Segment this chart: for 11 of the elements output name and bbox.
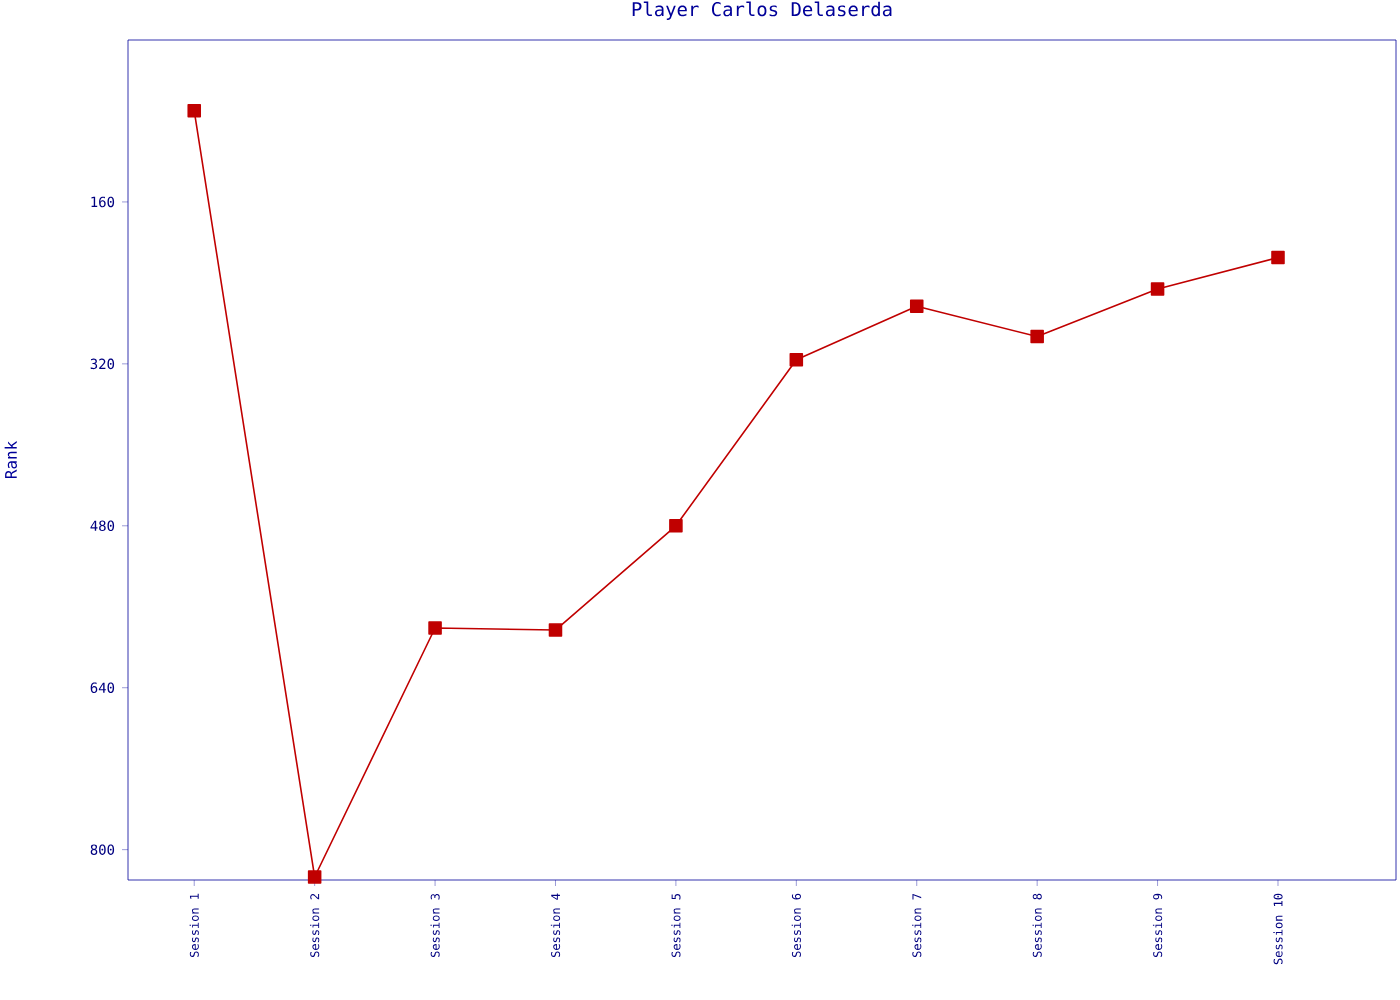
point — [909, 299, 924, 313]
point — [187, 104, 202, 118]
point — [428, 621, 442, 635]
point — [1271, 250, 1285, 265]
point — [548, 623, 563, 637]
point — [669, 519, 683, 533]
point — [1030, 329, 1044, 344]
point — [1150, 282, 1165, 296]
chart-title: Player Carlos Delaserda — [632, 1, 892, 20]
point — [789, 353, 804, 367]
point — [307, 870, 322, 884]
